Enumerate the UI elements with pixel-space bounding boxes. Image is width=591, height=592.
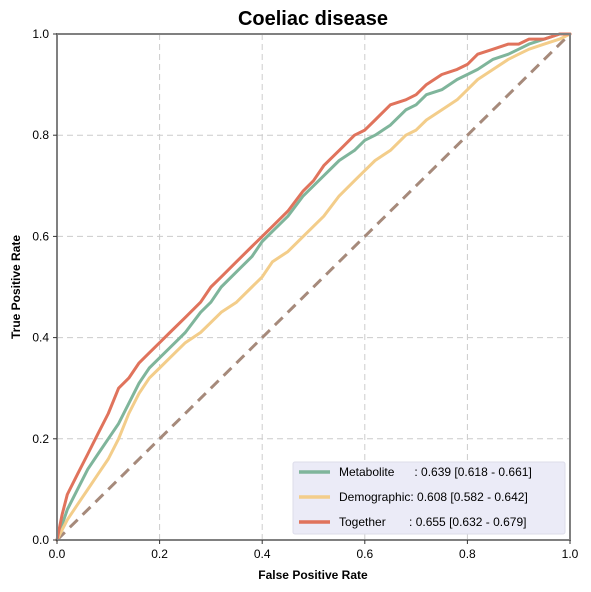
x-tick-label: 0.4: [254, 547, 271, 561]
y-tick-label: 0.6: [32, 229, 49, 243]
series-line-metabolite: [55, 32, 572, 542]
y-tick-label: 1.0: [32, 27, 49, 41]
x-tick-label: 1.0: [562, 547, 579, 561]
legend-label-metabolite: Metabolite : 0.639 [0.618 - 0.661]: [339, 465, 532, 479]
y-tick-label: 0.8: [32, 128, 49, 142]
grid: [57, 34, 570, 540]
reference-diagonal-line: [55, 32, 572, 542]
series-lines: [55, 32, 572, 542]
plot-frame: [56, 33, 571, 541]
x-tick-label: 0.6: [356, 547, 373, 561]
series-line-demographic: [55, 32, 572, 542]
y-tick-label: 0.4: [32, 331, 49, 345]
y-tick-label: 0.0: [32, 533, 49, 547]
legend-box: [292, 461, 566, 535]
x-tick-label: 0.2: [151, 547, 168, 561]
x-axis-label: False Positive Rate: [258, 568, 368, 582]
chart-title: Coeliac disease: [238, 8, 388, 30]
y-axis-label: True Positive Rate: [9, 235, 23, 339]
y-axis-ticks: 0.0 0.2 0.4 0.6 0.8 1.0: [32, 27, 57, 547]
reference-diagonal: [55, 32, 572, 542]
series-line-together: [55, 32, 572, 542]
legend-label-together: Together : 0.655 [0.632 - 0.679]: [339, 515, 526, 529]
y-tick-label: 0.2: [32, 432, 49, 446]
legend: Metabolite : 0.639 [0.618 - 0.661] Demogr…: [292, 461, 566, 535]
legend-label-demographic: Demographic: 0.608 [0.582 - 0.642]: [339, 490, 528, 504]
x-tick-label: 0.8: [459, 547, 476, 561]
x-axis-ticks: 0.0 0.2 0.4 0.6 0.8 1.0: [49, 540, 579, 561]
x-tick-label: 0.0: [49, 547, 66, 561]
